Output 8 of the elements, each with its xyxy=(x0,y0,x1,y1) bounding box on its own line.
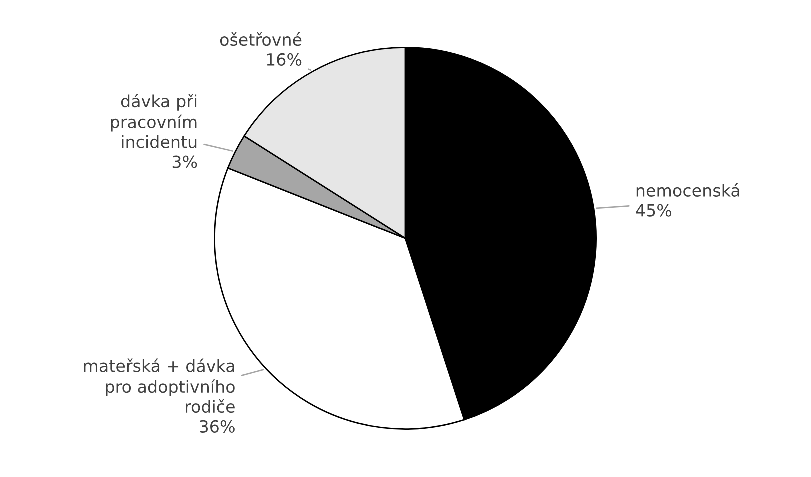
data-label: 45% xyxy=(636,204,672,217)
data-label: 16% xyxy=(267,53,302,66)
slice-label: nemocenská xyxy=(636,183,740,197)
slice-label: ošetřovné xyxy=(220,32,302,46)
data-label: 3% xyxy=(172,156,198,168)
data-label: 36% xyxy=(200,420,235,434)
slice-label: mateřská + dávka pro adoptivního rodiče xyxy=(84,358,235,414)
slice-label: dávka při pracovním incidentu xyxy=(111,94,197,148)
